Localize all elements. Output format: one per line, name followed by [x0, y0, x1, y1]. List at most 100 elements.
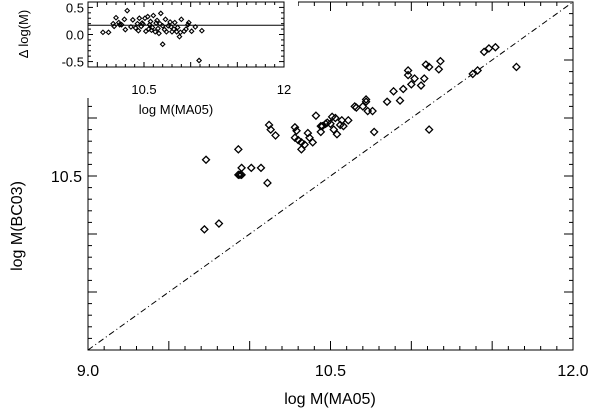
- data-point: [361, 97, 371, 107]
- main-points: [199, 42, 521, 234]
- y-tick-label: 10.5: [51, 169, 82, 186]
- inset-data-point: [157, 10, 164, 17]
- data-point: [382, 97, 392, 107]
- data-point: [199, 224, 209, 234]
- inset-data-point: [174, 24, 181, 31]
- inset-data-point: [140, 21, 147, 28]
- inset-data-point: [188, 28, 195, 35]
- inset-y-tick-label: 0.5: [66, 0, 84, 15]
- data-point: [201, 155, 211, 165]
- data-point: [398, 84, 408, 94]
- inset-data-point: [185, 19, 192, 26]
- data-point: [237, 163, 247, 173]
- data-point: [330, 113, 340, 123]
- one-to-one-line: [87, 1, 574, 351]
- x-tick-label: 12.0: [557, 363, 588, 380]
- data-point: [410, 74, 419, 83]
- inset-points: [99, 7, 205, 64]
- inset-data-point: [176, 33, 183, 40]
- inset-background: [80, 0, 298, 98]
- data-point: [266, 125, 276, 135]
- inset-data-point: [196, 57, 203, 64]
- inset-data-point: [136, 15, 143, 22]
- inset-data-point: [159, 22, 166, 29]
- inset-data-point: [127, 23, 134, 30]
- inset-data-point: [116, 21, 123, 28]
- inset-data-point: [155, 25, 161, 32]
- inset-data-point: [183, 26, 189, 33]
- inset-y-tick-label: 0.0: [66, 28, 84, 43]
- data-point: [424, 125, 434, 135]
- data-point: [369, 127, 379, 137]
- data-point: [468, 69, 478, 79]
- data-point: [419, 74, 429, 83]
- inset-data-point: [99, 29, 106, 36]
- data-point: [490, 42, 500, 52]
- data-point: [436, 56, 445, 66]
- inset-data-point: [121, 16, 128, 23]
- inset-data-point: [122, 26, 129, 33]
- data-point: [332, 129, 342, 139]
- inset-ticks: [87, 1, 285, 68]
- data-point: [479, 47, 489, 57]
- data-point: [233, 170, 243, 180]
- data-point: [339, 121, 348, 131]
- data-point: [473, 66, 483, 75]
- inset-data-point: [150, 12, 157, 19]
- data-point: [316, 127, 326, 137]
- data-point: [424, 62, 434, 72]
- data-point: [389, 86, 398, 96]
- inset-y-axis-label: Δ log(M): [16, 10, 31, 58]
- inset-data-point: [144, 13, 151, 20]
- main-x-axis-label: log M(MA05): [284, 391, 376, 408]
- main-y-axis-label: log M(BC03): [9, 181, 26, 271]
- data-point: [263, 178, 272, 188]
- inset-data-point: [165, 22, 172, 29]
- inset-x-axis-label: log M(MA05): [139, 102, 213, 117]
- data-point: [368, 106, 377, 116]
- data-point: [233, 144, 243, 154]
- data-point: [317, 121, 327, 131]
- inset-data-point: [135, 27, 142, 34]
- data-point: [416, 81, 426, 90]
- data-point: [308, 137, 318, 147]
- data-point: [434, 64, 444, 74]
- data-point: [290, 122, 300, 132]
- inset-data-point: [146, 21, 153, 28]
- inset-data-point: [113, 14, 119, 21]
- x-tick-label: 10.5: [315, 363, 346, 380]
- inset-data-point: [159, 41, 166, 48]
- data-point: [256, 163, 266, 173]
- data-point: [343, 115, 353, 125]
- inset-data-point: [178, 16, 185, 23]
- inset-data-point: [154, 17, 161, 24]
- data-point: [326, 119, 335, 129]
- data-point: [311, 111, 321, 121]
- inset-data-point: [145, 26, 152, 33]
- data-point: [511, 62, 521, 72]
- inset-y-tick-label: -0.5: [62, 55, 84, 70]
- inset-data-point: [167, 19, 174, 26]
- inset-data-point: [124, 7, 131, 14]
- data-point: [292, 126, 301, 136]
- inset-x-tick-label: 12: [277, 82, 291, 97]
- inset-data-point: [129, 16, 136, 23]
- data-point: [237, 170, 247, 180]
- data-point: [395, 96, 405, 106]
- data-point: [300, 140, 310, 150]
- inset-data-point: [105, 29, 112, 36]
- inset-data-point: [134, 20, 141, 27]
- data-point: [406, 79, 416, 89]
- main-tick-labels: 9.0 10.5 12.0 10.5: [51, 169, 589, 380]
- data-point: [361, 95, 371, 104]
- inset-x-tick-label: 10.5: [131, 82, 156, 97]
- inset-data-point: [147, 18, 154, 25]
- data-point: [214, 219, 224, 228]
- inset-data-point: [111, 23, 118, 30]
- x-tick-label: 9.0: [77, 363, 99, 380]
- data-point: [235, 170, 245, 180]
- inset-data-point: [170, 26, 177, 33]
- data-point: [271, 130, 280, 140]
- inset-tick-labels: 10.5 12 0.5 0.0 -0.5: [62, 0, 292, 97]
